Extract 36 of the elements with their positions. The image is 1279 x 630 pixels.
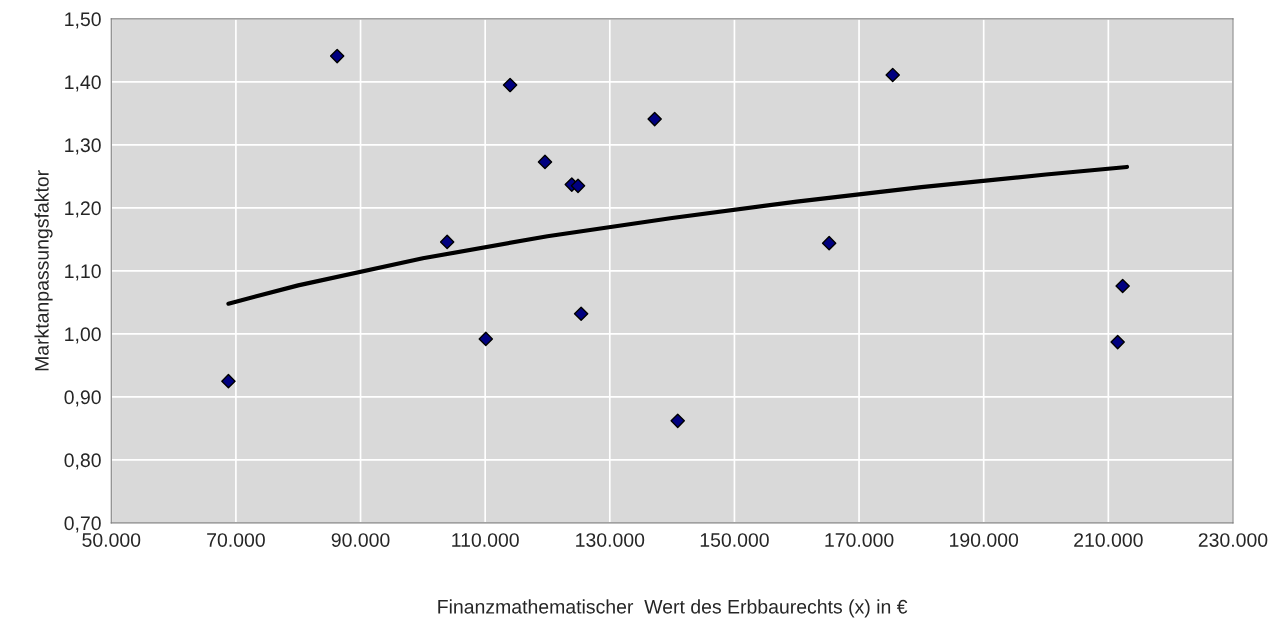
point — [1115, 278, 1130, 294]
point — [670, 413, 686, 429]
point — [221, 373, 236, 389]
y-tick-label: 1,00 — [65, 327, 101, 344]
x-tick-label: 110.000 — [452, 533, 519, 547]
x-tick-label: 190.000 — [950, 533, 1019, 547]
x-tick-label: 170.000 — [825, 533, 894, 547]
x-tick-label: 70.000 — [207, 533, 265, 547]
x-tick-label: 90.000 — [331, 533, 390, 547]
y-tick-label: 1,30 — [65, 138, 101, 155]
y-tick-label: 0,70 — [64, 516, 101, 533]
x-tick-label: 150.000 — [700, 533, 769, 547]
point — [570, 178, 586, 194]
point — [502, 77, 518, 93]
y-tick-label: 1,10 — [65, 264, 101, 281]
point — [821, 235, 837, 251]
line-series — [226, 164, 1130, 306]
y-tick-label: 1,50 — [65, 12, 101, 29]
x-tick-label: 230.000 — [1198, 533, 1268, 547]
point — [1110, 334, 1125, 350]
y-tick-label: 1,40 — [65, 75, 101, 92]
point — [647, 111, 662, 127]
y-tick-label: 0,90 — [64, 390, 101, 407]
point — [329, 48, 345, 64]
point — [573, 306, 589, 322]
point — [478, 331, 494, 347]
y-tick-label: 0,80 — [64, 453, 101, 470]
y-axis-title: Marktanpassungsfaktor — [34, 170, 53, 371]
x-tick-label: 130.000 — [576, 533, 645, 547]
point — [885, 67, 900, 83]
point — [537, 154, 553, 170]
x-tick-label: 210.000 — [1074, 533, 1143, 547]
point — [439, 234, 455, 250]
x-tick-label: 50.000 — [82, 533, 141, 547]
x-axis-title: Finanzmathematischer Wert des Erbbaurechts (x) in € — [438, 599, 908, 618]
y-tick-label: 1,20 — [65, 201, 101, 218]
